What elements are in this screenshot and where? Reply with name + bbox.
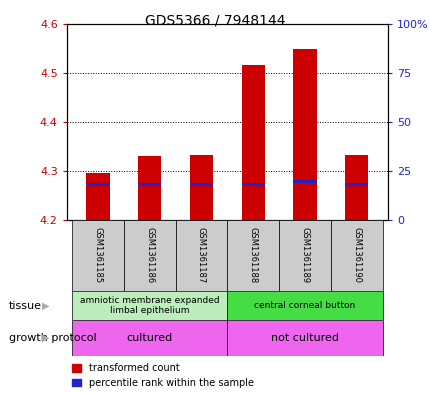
Text: ▶: ▶ — [41, 301, 49, 310]
FancyBboxPatch shape — [227, 291, 382, 320]
Legend: transformed count, percentile rank within the sample: transformed count, percentile rank withi… — [71, 363, 254, 388]
Bar — [293, 180, 316, 183]
Text: GSM1361190: GSM1361190 — [351, 228, 360, 283]
Bar — [293, 49, 316, 220]
Text: growth protocol: growth protocol — [9, 333, 96, 343]
FancyBboxPatch shape — [72, 320, 227, 356]
FancyBboxPatch shape — [227, 220, 279, 291]
Text: GDS5366 / 7948144: GDS5366 / 7948144 — [145, 14, 285, 28]
FancyBboxPatch shape — [72, 291, 227, 320]
FancyBboxPatch shape — [279, 220, 330, 291]
FancyBboxPatch shape — [123, 220, 175, 291]
Text: tissue: tissue — [9, 301, 42, 310]
Text: amniotic membrane expanded
limbal epithelium: amniotic membrane expanded limbal epithe… — [80, 296, 219, 315]
Text: GSM1361189: GSM1361189 — [300, 228, 309, 283]
Text: GSM1361185: GSM1361185 — [93, 228, 102, 283]
Bar — [344, 183, 368, 186]
Bar — [138, 156, 161, 220]
FancyBboxPatch shape — [72, 220, 123, 291]
Bar — [241, 183, 264, 186]
Bar — [86, 183, 109, 186]
FancyBboxPatch shape — [330, 220, 382, 291]
Text: cultured: cultured — [126, 333, 172, 343]
Bar — [241, 65, 264, 220]
FancyBboxPatch shape — [175, 220, 227, 291]
Text: ▶: ▶ — [41, 333, 49, 343]
Bar — [138, 183, 161, 186]
Bar — [189, 155, 212, 220]
Text: GSM1361187: GSM1361187 — [197, 227, 206, 284]
Text: GSM1361186: GSM1361186 — [145, 227, 154, 284]
Text: GSM1361188: GSM1361188 — [248, 227, 257, 284]
Bar — [86, 173, 109, 220]
Bar — [344, 155, 368, 220]
Text: central corneal button: central corneal button — [254, 301, 355, 310]
FancyBboxPatch shape — [227, 320, 382, 356]
Bar — [189, 183, 212, 186]
Text: not cultured: not cultured — [270, 333, 338, 343]
